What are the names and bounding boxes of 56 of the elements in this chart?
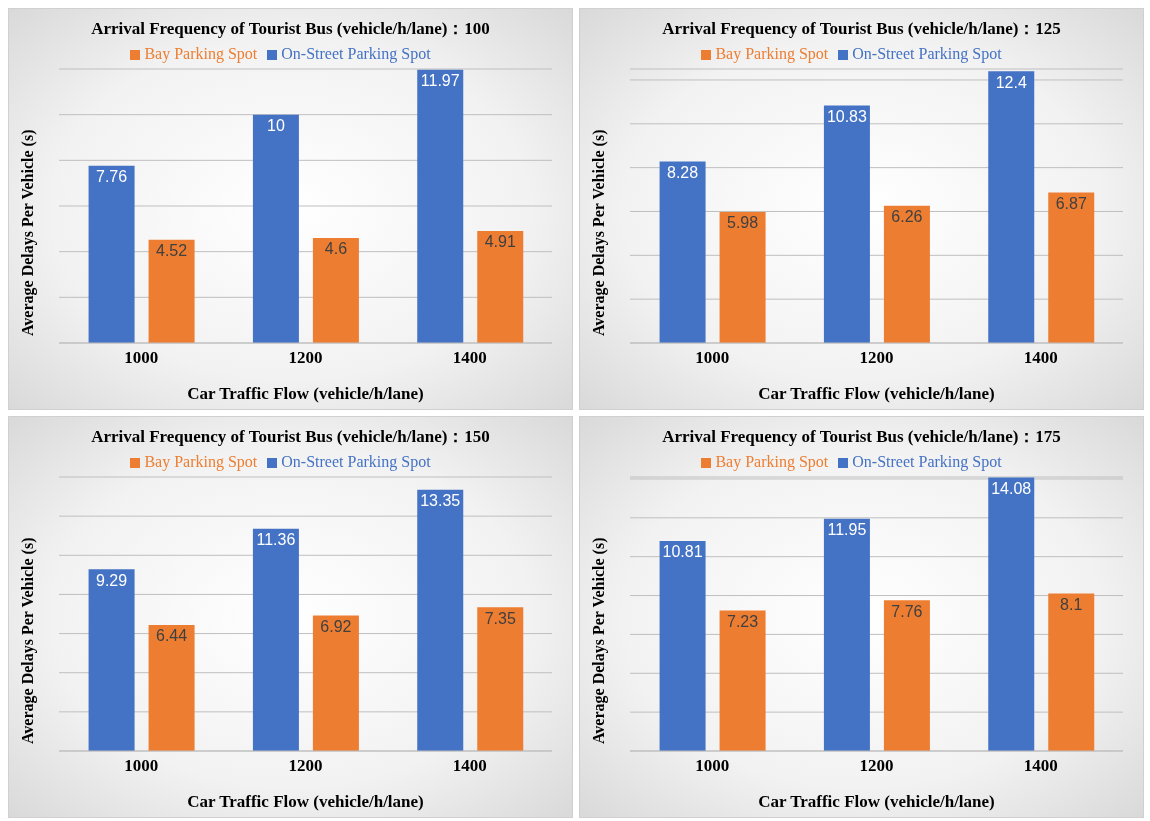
x-tick-label: 1200: [288, 756, 323, 776]
data-label: 11.95: [827, 521, 867, 539]
data-label: 4.91: [484, 233, 516, 251]
data-label: 6.92: [320, 617, 352, 635]
data-label: 14.08: [991, 479, 1032, 497]
data-label: 7.76: [96, 168, 128, 186]
data-label: 7.23: [727, 612, 759, 630]
x-tick-label: 1400: [1023, 756, 1058, 776]
data-label: 5.98: [727, 214, 759, 232]
x-tick-label: 1200: [859, 756, 894, 776]
data-label: 7.35: [484, 609, 516, 627]
data-label: 6.44: [156, 627, 188, 645]
data-label: 13.35: [420, 492, 461, 510]
data-label: 11.36: [256, 531, 296, 549]
data-label: 4.52: [156, 242, 188, 260]
x-axis-title: Car Traffic Flow (vehicle/h/lane): [187, 792, 424, 811]
legend-label: On-Street Parking Spot: [281, 45, 431, 62]
x-tick-label: 1400: [1023, 348, 1058, 368]
chart-title: Arrival Frequency of Tourist Bus (vehicle/h/lane)：175: [661, 426, 1062, 448]
data-label: 10.81: [662, 543, 703, 561]
chart-title: Arrival Frequency of Tourist Bus (vehicle/h/lane)：125: [661, 18, 1062, 40]
x-tick-label: 1400: [452, 348, 487, 368]
legend-label: Bay Parking Spot: [715, 453, 829, 470]
legend-label: Bay Parking Spot: [144, 453, 258, 470]
data-label: 4.6: [324, 240, 348, 258]
data-label: 8.28: [667, 163, 699, 181]
data-label: 11.97: [420, 72, 460, 90]
x-tick-label: 1000: [695, 756, 730, 776]
x-axis-title: Car Traffic Flow (vehicle/h/lane): [187, 384, 424, 403]
x-tick-label: 1200: [859, 348, 894, 368]
data-label: 7.76: [891, 602, 923, 620]
x-axis-title: Car Traffic Flow (vehicle/h/lane): [758, 792, 995, 811]
chart-title: Arrival Frequency of Tourist Bus (vehicle/h/lane)：150: [90, 426, 491, 448]
x-tick-label: 1000: [695, 348, 730, 368]
y-axis-title: Average Delays Per Vehicle (s): [589, 537, 608, 744]
data-label: 8.1: [1060, 595, 1083, 613]
x-tick-label: 1200: [288, 348, 323, 368]
data-label: 6.26: [891, 208, 923, 226]
chart-title: Arrival Frequency of Tourist Bus (vehicle/h/lane)：100: [90, 18, 491, 40]
data-label: 6.87: [1055, 194, 1087, 212]
y-axis-title: Average Delays Per Vehicle (s): [18, 537, 37, 744]
x-tick-label: 1000: [124, 348, 159, 368]
data-label: 10.83: [826, 107, 868, 125]
x-tick-label: 1400: [452, 756, 487, 776]
y-axis-title: Average Delays Per Vehicle (s): [18, 129, 37, 336]
legend-label: On-Street Parking Spot: [852, 453, 1002, 470]
x-tick-label: 1000: [124, 756, 159, 776]
data-label: 12.4: [995, 73, 1027, 91]
legend-label: On-Street Parking Spot: [852, 45, 1002, 62]
legend-label: Bay Parking Spot: [144, 45, 258, 62]
x-axis-title: Car Traffic Flow (vehicle/h/lane): [758, 384, 995, 403]
data-label: 9.29: [96, 571, 128, 589]
legend-label: Bay Parking Spot: [715, 45, 829, 62]
y-axis-title: Average Delays Per Vehicle (s): [589, 129, 608, 336]
legend-label: On-Street Parking Spot: [281, 453, 431, 470]
data-label: 10: [267, 117, 285, 135]
